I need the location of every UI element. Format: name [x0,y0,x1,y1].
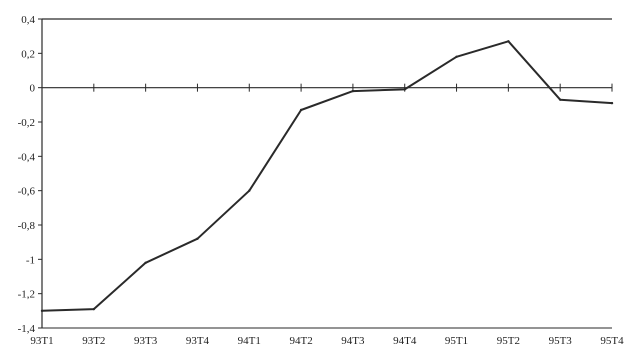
x-tick-label: 93T4 [186,335,210,347]
x-tick-label: 93T1 [30,335,53,347]
x-tick-label: 93T2 [82,335,105,347]
x-tick-label: 95T1 [445,335,468,347]
y-tick-label: -0,2 [18,117,35,129]
data-point [558,98,562,101]
x-tick-label: 95T2 [497,335,520,347]
x-tick-label: 95T4 [600,335,624,347]
y-tick-label: -1 [26,254,35,266]
y-tick-label: -0,4 [18,151,36,163]
y-tick-label: 0 [30,83,36,95]
data-point [351,89,355,93]
x-tick-label: 94T1 [238,335,261,347]
series-line [41,40,613,312]
x-tick-label: 94T3 [341,335,365,347]
data-point [40,309,44,313]
y-tick-label: -1,4 [18,323,36,335]
data-point [507,40,510,43]
y-tick-label: -0,8 [18,220,36,232]
data-point [196,237,199,240]
y-tick-label: 0,4 [21,14,35,26]
data-point [92,307,96,311]
y-tick-label: -0,6 [18,186,36,198]
data-point [610,101,614,105]
x-tick-label: 94T4 [393,335,417,347]
data-point [299,108,303,112]
x-tick-label: 95T3 [549,335,573,347]
data-point [403,88,406,91]
x-tick-label: 93T3 [134,335,158,347]
data-point [248,189,251,192]
y-tick-label: 0,2 [21,48,35,60]
data-point [455,55,458,58]
x-tick-label: 94T2 [289,335,312,347]
data-point [144,261,147,264]
y-tick-label: -1,2 [18,289,35,301]
